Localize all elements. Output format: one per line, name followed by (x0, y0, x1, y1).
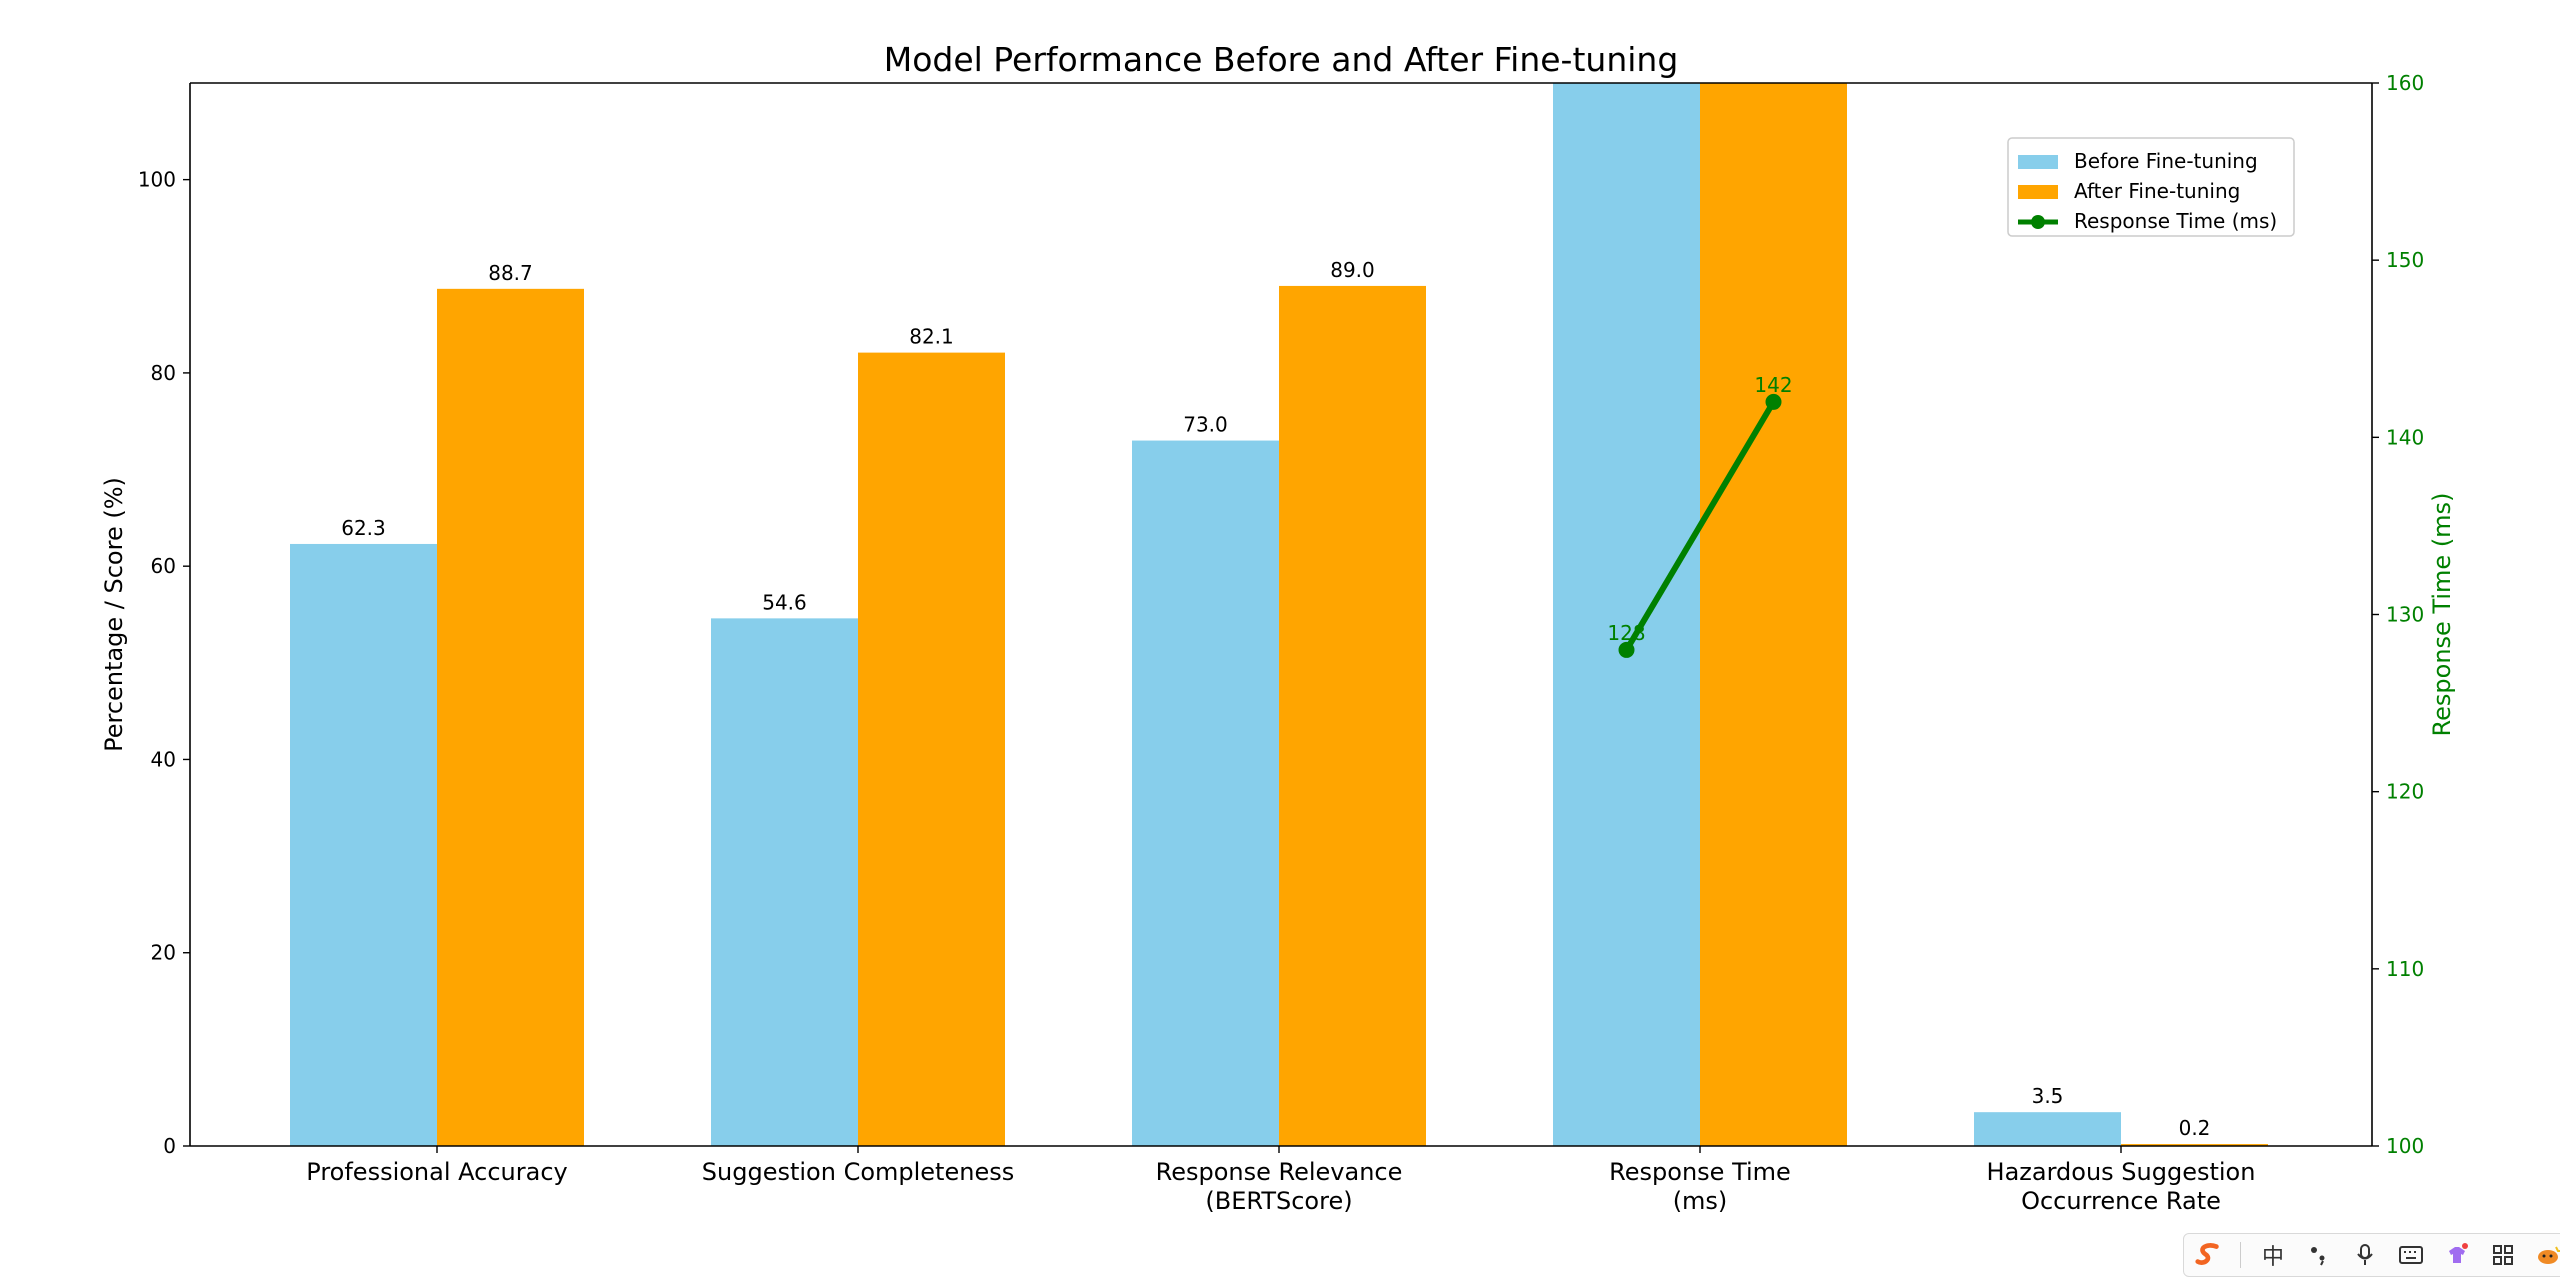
bar-value-label: 82.1 (909, 325, 954, 349)
x-tick-label: Response Time (1609, 1158, 1791, 1186)
legend-label: After Fine-tuning (2074, 179, 2240, 203)
y-tick-label: 20 (151, 941, 176, 965)
microphone-icon[interactable] (2351, 1241, 2379, 1269)
bar-value-label: 0.2 (2179, 1116, 2211, 1140)
legend-swatch (2018, 185, 2058, 199)
y2-axis-label: Response Time (ms) (2428, 493, 2456, 737)
skin-icon[interactable] (2443, 1241, 2471, 1269)
y-tick-label: 0 (163, 1134, 176, 1158)
legend-line-marker (2031, 215, 2045, 229)
bar (1974, 1112, 2121, 1146)
bar (711, 618, 858, 1146)
x-tick-label: (ms) (1673, 1187, 1728, 1215)
bar (437, 288, 584, 1146)
bar (1700, 83, 1847, 1146)
legend-label: Response Time (ms) (2074, 209, 2277, 233)
bar (1553, 83, 1700, 1146)
legend-box (2007, 137, 2295, 237)
y2-tick-label: 130 (2386, 603, 2424, 627)
response-time-line (1623, 400, 1777, 652)
sogou-logo-icon[interactable] (2194, 1241, 2222, 1269)
bar (858, 352, 1005, 1146)
y2-tick-label: 120 (2386, 780, 2424, 804)
y2-tick-label: 110 (2386, 957, 2424, 981)
bar (2121, 1144, 2268, 1146)
x-tick-label: Hazardous Suggestion (1987, 1158, 2256, 1186)
legend-swatch (2018, 155, 2058, 169)
y2-tick-label: 160 (2386, 71, 2424, 95)
response-time-label: 128 (1607, 621, 1645, 645)
y2-tick-label: 150 (2386, 248, 2424, 272)
chart-title: Model Performance Before and After Fine-… (884, 40, 1679, 79)
bar-value-label: 3.5 (2032, 1084, 2064, 1108)
x-tick-label: Professional Accuracy (306, 1158, 567, 1186)
bar-value-label: 88.7 (488, 261, 533, 285)
bar (290, 543, 437, 1146)
keyboard-icon[interactable] (2397, 1241, 2425, 1269)
x-tick-label: Suggestion Completeness (702, 1158, 1014, 1186)
chinese-mode-label: 中 (2261, 1245, 2284, 1270)
chinese-mode-button[interactable]: 中 (2259, 1241, 2287, 1270)
y2-tick-label: 100 (2386, 1134, 2424, 1158)
x-tick-label: Occurrence Rate (2021, 1187, 2221, 1215)
bar-value-label: 62.3 (341, 516, 386, 540)
y-axis-label: Percentage / Score (%) (100, 477, 128, 752)
bar (1279, 285, 1426, 1146)
y-tick-label: 100 (138, 168, 176, 192)
bar-value-label: 89.0 (1330, 258, 1375, 282)
divider (2240, 1242, 2241, 1268)
x-tick-label: Response Relevance (1156, 1158, 1403, 1186)
ime-toolbar: 中 (2183, 1233, 2560, 1277)
bar-value-label: 54.6 (762, 590, 807, 614)
bar-value-label: 73.0 (1183, 413, 1228, 437)
y2-tick-label: 140 (2386, 425, 2424, 449)
bar (1132, 440, 1279, 1146)
response-time-point (1765, 393, 1782, 410)
x-tick-label: (BERTScore) (1205, 1187, 1352, 1215)
y-tick-label: 60 (151, 554, 176, 578)
y-tick-label: 40 (151, 747, 176, 771)
mascot-icon[interactable] (2535, 1241, 2560, 1269)
toolbox-icon[interactable] (2489, 1241, 2517, 1269)
response-time-label: 142 (1754, 373, 1792, 397)
legend-label: Before Fine-tuning (2074, 149, 2258, 173)
response-time-point (1618, 641, 1635, 658)
y-tick-label: 80 (151, 361, 176, 385)
punctuation-icon[interactable] (2305, 1241, 2333, 1269)
